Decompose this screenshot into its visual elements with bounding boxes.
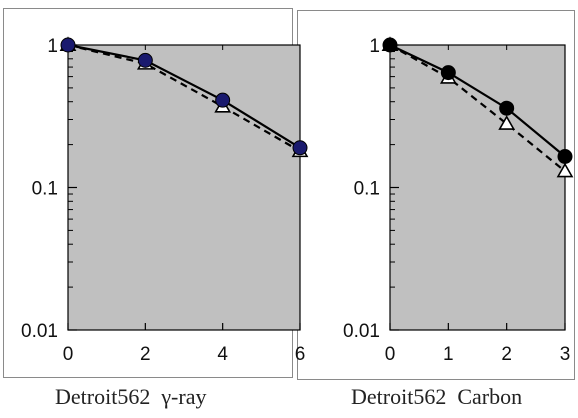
chart-left-y-tick-label: 0.1 — [32, 179, 58, 200]
chart-right-x-tick-label: 0 — [385, 344, 396, 365]
chart-left-y-tick-label: 1 — [47, 36, 58, 57]
chart-left-x-tick-label: 2 — [140, 344, 151, 365]
chart-right-point-triangle — [498, 115, 516, 130]
chart-right-point-circle — [499, 100, 515, 116]
caption-right-name: Detroit562 — [351, 384, 447, 409]
caption-right-radiation: Carbon — [457, 384, 523, 409]
chart-left-plot-area — [67, 44, 301, 331]
chart-right-y-tick-label: 1 — [369, 36, 380, 57]
chart-left-series-dashed-line — [67, 43, 301, 153]
caption-left: Detroit562 γ-ray — [55, 384, 206, 410]
caption-right: Detroit562 Carbon — [351, 384, 522, 410]
chart-left-point-circle — [137, 52, 153, 68]
chart-left-point-circle — [60, 37, 76, 53]
chart-right-point-triangle — [556, 162, 574, 178]
chart-left-point-circle — [292, 140, 308, 156]
chart-right-x-tick-label: 3 — [560, 344, 571, 365]
chart-left-x-tick-label: 6 — [295, 344, 306, 365]
chart-right-series-solid-line — [389, 44, 566, 158]
chart-right-x-tick-label: 2 — [501, 344, 512, 365]
chart-left-x-tick-label: 0 — [63, 344, 74, 365]
chart-right-y-tick-label: 0.1 — [354, 179, 380, 200]
chart-left-point-circle — [215, 92, 231, 108]
chart-right-point-circle — [382, 37, 398, 53]
chart-right-point-circle — [440, 65, 456, 81]
chart-left-y-tick-label: 0.01 — [21, 321, 58, 342]
chart-right-point-circle — [557, 149, 573, 165]
caption-left-radiation: γ-ray — [161, 384, 207, 409]
caption-left-name: Detroit562 — [55, 384, 151, 409]
chart-right-plot-area — [389, 44, 566, 331]
chart-right-y-tick-label: 0.01 — [343, 321, 380, 342]
chart-right-x-tick-label: 1 — [443, 344, 454, 365]
chart-left-series-solid-line — [67, 43, 301, 149]
chart-left-x-tick-label: 4 — [217, 344, 228, 365]
